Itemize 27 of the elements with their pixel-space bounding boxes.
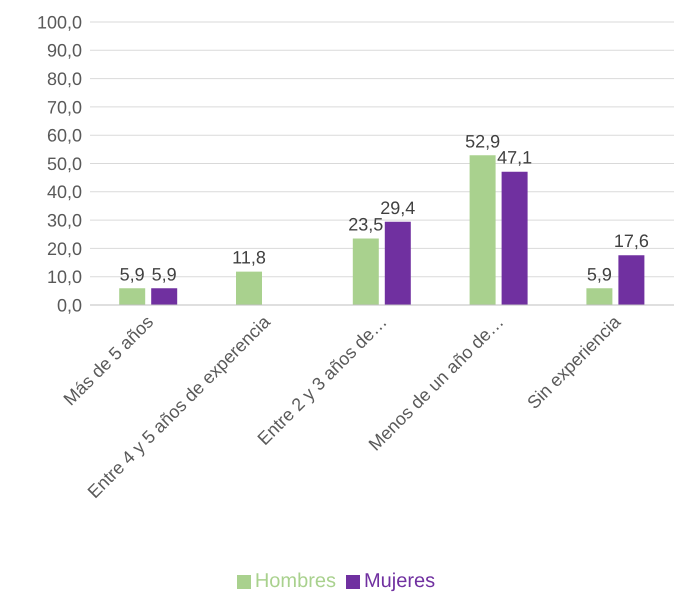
data-label: 17,6 xyxy=(614,231,649,252)
bar xyxy=(352,238,379,305)
bar xyxy=(502,172,528,305)
y-tick-label: 80,0 xyxy=(46,68,82,89)
y-tick-label: 50,0 xyxy=(46,154,82,174)
y-tick-label: 0,0 xyxy=(56,295,82,316)
data-label: 5,9 xyxy=(152,264,177,284)
data-label: 11,8 xyxy=(232,248,266,268)
y-tick-label: 20,0 xyxy=(46,238,82,259)
y-tick-label: 10,0 xyxy=(46,267,82,288)
y-tick-label: 70,0 xyxy=(46,97,82,118)
data-label: 5,9 xyxy=(586,264,612,284)
bar xyxy=(470,155,496,305)
bar xyxy=(236,272,262,305)
bar xyxy=(384,222,411,305)
y-tick-label: 30,0 xyxy=(46,210,82,230)
bar xyxy=(618,255,644,305)
data-label: 5,9 xyxy=(120,264,145,284)
legend-label: Mujeres xyxy=(364,570,436,592)
legend-label: Hombres xyxy=(254,570,336,592)
bar xyxy=(586,288,612,305)
y-tick-label: 40,0 xyxy=(46,182,82,202)
bar xyxy=(119,288,146,305)
y-tick-label: 90,0 xyxy=(46,40,82,61)
y-tick-label: 60,0 xyxy=(46,126,82,146)
bar xyxy=(151,288,178,305)
y-tick-label: 100,0 xyxy=(36,12,82,32)
